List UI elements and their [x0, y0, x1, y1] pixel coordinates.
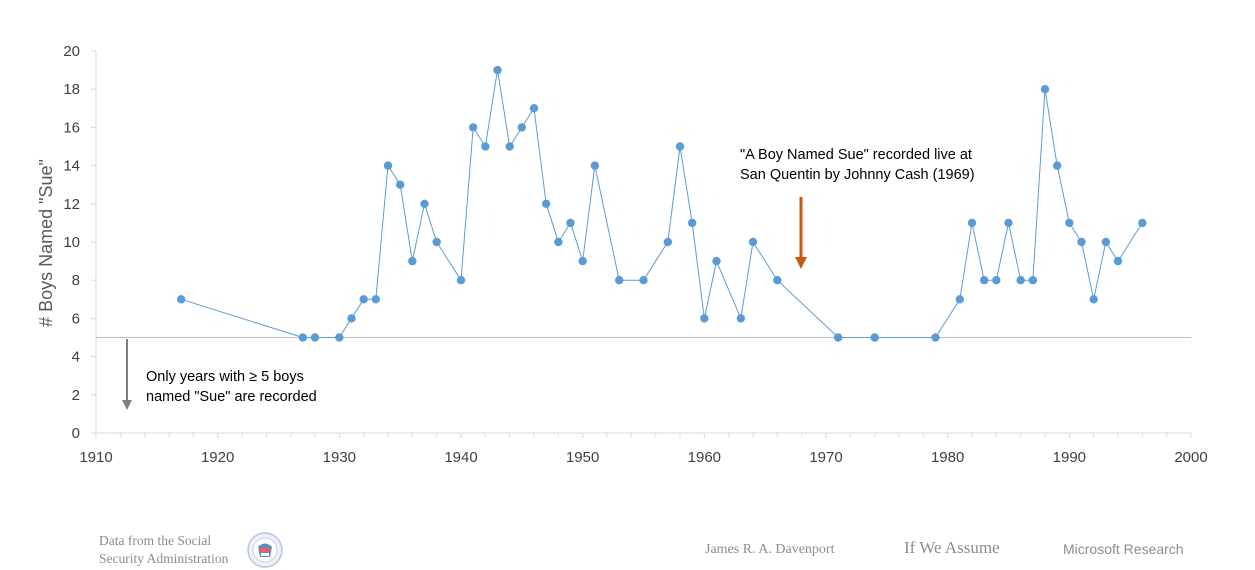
x-tick-label: 1920 — [201, 449, 234, 466]
y-tick-label: 16 — [63, 119, 80, 136]
data-point — [541, 199, 551, 208]
data-point — [1065, 218, 1074, 228]
data-point — [359, 295, 368, 304]
y-tick-label: 0 — [72, 425, 80, 442]
data-point — [955, 295, 965, 304]
x-tick-label: 1960 — [688, 449, 721, 466]
x-tick-label: 1970 — [809, 449, 842, 466]
y-tick-label: 14 — [63, 158, 80, 175]
y-axis-title: # Boys Named "Sue" — [36, 159, 56, 327]
org-credit: Microsoft Research — [1063, 541, 1184, 557]
data-point — [505, 142, 514, 151]
record-annotation-line-1: "A Boy Named Sue" recorded live at — [740, 147, 972, 163]
data-point — [700, 314, 709, 323]
data-point — [675, 142, 685, 151]
threshold-annotation-line-2: named "Sue" are recorded — [146, 389, 317, 405]
data-source-line-2: Security Administration — [99, 551, 229, 566]
data-point — [992, 276, 1001, 285]
y-tick-label: 12 — [63, 196, 80, 213]
data-point — [298, 333, 308, 342]
data-point — [1016, 276, 1025, 285]
record-annotation-line-2: San Quentin by Johnny Cash (1969) — [740, 167, 975, 183]
data-point — [639, 276, 648, 285]
y-tick-label: 8 — [72, 272, 80, 289]
data-point — [979, 276, 989, 285]
x-tick-label: 1950 — [566, 449, 599, 466]
data-point — [566, 218, 575, 228]
data-point — [1113, 256, 1123, 266]
threshold-arrow-head — [122, 400, 132, 410]
data-point — [1077, 237, 1086, 247]
data-point — [1052, 161, 1062, 170]
data-point — [1028, 276, 1038, 285]
data-point — [1040, 85, 1050, 94]
data-source-line-1: Data from the Social — [99, 533, 212, 548]
y-axis-ticks: 0 2 4 6 8 10 12 14 16 18 20 — [63, 43, 96, 442]
ssa-seal-icon — [247, 532, 283, 568]
y-tick-label: 6 — [72, 310, 80, 327]
data-point — [383, 161, 393, 170]
data-point — [408, 256, 417, 266]
x-tick-label: 2000 — [1174, 449, 1207, 466]
data-point — [456, 276, 466, 285]
blog-credit: If We Assume — [904, 538, 1000, 557]
x-tick-label: 1910 — [79, 449, 112, 466]
data-point — [468, 123, 478, 132]
data-point — [967, 218, 977, 228]
data-point — [310, 333, 320, 342]
data-point — [481, 142, 490, 151]
record-annotation: "A Boy Named Sue" recorded live at San Q… — [740, 147, 975, 269]
data-point — [529, 104, 539, 113]
x-tick-label: 1980 — [931, 449, 964, 466]
data-point — [1101, 237, 1111, 247]
record-arrow-head — [795, 257, 807, 269]
data-point — [833, 333, 843, 342]
data-point — [347, 314, 356, 323]
data-point — [931, 333, 940, 342]
data-point — [590, 161, 600, 170]
data-point — [578, 256, 587, 266]
data-point — [748, 237, 758, 247]
data-point — [335, 333, 344, 342]
data-point — [371, 295, 381, 304]
data-point — [870, 333, 879, 342]
data-point — [736, 314, 746, 323]
threshold-annotation-line-1: Only years with ≥ 5 boys — [146, 369, 304, 385]
data-point — [687, 218, 697, 228]
x-tick-label: 1990 — [1053, 449, 1086, 466]
x-axis-ticks: 1910 1920 1930 1940 1950 1960 1970 1980 1990 2000 — [79, 433, 1208, 466]
y-tick-label: 20 — [63, 43, 80, 60]
data-point — [614, 276, 624, 285]
data-point — [395, 180, 405, 189]
y-tick-label: 4 — [72, 349, 80, 366]
y-tick-label: 2 — [72, 387, 80, 404]
y-tick-label: 18 — [63, 81, 80, 98]
data-point — [1138, 218, 1147, 228]
series-layer — [176, 65, 1147, 342]
x-tick-label: 1940 — [444, 449, 477, 466]
x-tick-label: 1930 — [323, 449, 356, 466]
data-point — [432, 237, 441, 247]
threshold-annotation: Only years with ≥ 5 boys named "Sue" are… — [122, 339, 317, 410]
data-point — [1089, 295, 1098, 304]
data-point — [554, 237, 563, 247]
data-point — [517, 123, 527, 132]
y-tick-label: 10 — [63, 234, 80, 251]
series-line — [181, 70, 1143, 338]
data-point — [1004, 218, 1013, 228]
data-source-credit: Data from the Social Security Administra… — [99, 532, 228, 568]
data-point — [493, 65, 502, 75]
data-point — [420, 199, 429, 208]
data-point — [773, 276, 782, 285]
data-point — [663, 237, 673, 247]
data-point — [712, 256, 721, 266]
author-credit: James R. A. Davenport — [705, 542, 835, 557]
data-point — [176, 295, 186, 304]
